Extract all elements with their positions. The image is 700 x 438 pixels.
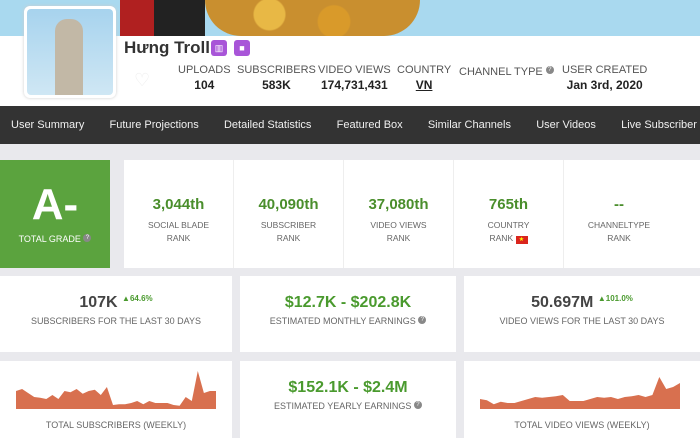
vietnam-flag-icon: ★ <box>515 236 528 244</box>
help-icon[interactable]: ? <box>418 316 427 324</box>
nav-live-subscriber[interactable]: Live Subscriber <box>621 119 697 131</box>
help-icon[interactable]: ? <box>83 234 92 242</box>
sparkline-area <box>480 377 680 409</box>
sparkline-area <box>16 371 216 409</box>
stat-subscribers: SUBSCRIBERS 583K <box>237 64 316 92</box>
stat-country: COUNTRY VN <box>397 64 452 92</box>
total-grade: A- TOTAL GRADE ? <box>0 160 110 268</box>
avatar <box>24 6 116 98</box>
video-badge-icon[interactable]: ■ <box>234 40 250 56</box>
nav-bar: User Summary Future Projections Detailed… <box>0 106 700 144</box>
stats-badge-icon[interactable]: ▥ <box>211 40 227 56</box>
nav-detailed-statistics[interactable]: Detailed Statistics <box>223 119 312 131</box>
stat-channel-type: CHANNEL TYPE ? <box>459 66 554 78</box>
stat-video-views: VIDEO VIEWS 174,731,431 <box>318 64 391 92</box>
monthly-earnings-card: $12.7K - $202.8K ESTIMATED MONTHLY EARNIN… <box>240 276 456 352</box>
nav-user-videos[interactable]: User Videos <box>536 119 596 131</box>
help-icon[interactable]: ? <box>413 401 422 409</box>
channel-banner <box>0 0 700 36</box>
stat-uploads: UPLOADS 104 <box>178 64 231 92</box>
video-views-sparkline <box>480 377 680 409</box>
yearly-earnings-card: $152.1K - $2.4M ESTIMATED YEARLY EARNINGS… <box>240 361 456 438</box>
nav-similar-channels[interactable]: Similar Channels <box>427 119 511 131</box>
stat-user-created: USER CREATED Jan 3rd, 2020 <box>562 64 648 92</box>
subscribers-sparkline <box>16 371 216 409</box>
rank-social-blade: 3,044th SOCIAL BLADE RANK <box>124 160 234 268</box>
help-icon[interactable]: ? <box>545 66 554 74</box>
rank-subscriber: 40,090th SUBSCRIBER RANK <box>234 160 344 268</box>
nav-featured-box[interactable]: Featured Box <box>336 119 403 131</box>
heart-icon[interactable]: ♡ <box>134 70 151 90</box>
rank-country: 765th COUNTRY RANK ★ <box>454 160 564 268</box>
nav-user-summary[interactable]: User Summary <box>11 119 85 131</box>
video-views-30-days-card: 50.697M ▲101.0% VIDEO VIEWS FOR THE LAST … <box>464 276 700 352</box>
channel-name: Hưng Troll <box>124 38 210 57</box>
total-video-views-weekly-card: TOTAL VIDEO VIEWS (WEEKLY) <box>464 361 700 438</box>
rank-video-views: 37,080th VIDEO VIEWS RANK <box>344 160 454 268</box>
ranks-card: 3,044th SOCIAL BLADE RANK 40,090th SUBSCRIB… <box>124 160 700 268</box>
subscribers-30-days-card: 107K ▲64.6% SUBSCRIBERS FOR THE LAST 30 D… <box>0 276 232 352</box>
channel-header <box>0 36 700 106</box>
nav-future-projections[interactable]: Future Projections <box>109 119 199 131</box>
total-subscribers-weekly-card: TOTAL SUBSCRIBERS (WEEKLY) <box>0 361 232 438</box>
rank-channel-type: -- CHANNELTYPE RANK <box>587 196 651 243</box>
